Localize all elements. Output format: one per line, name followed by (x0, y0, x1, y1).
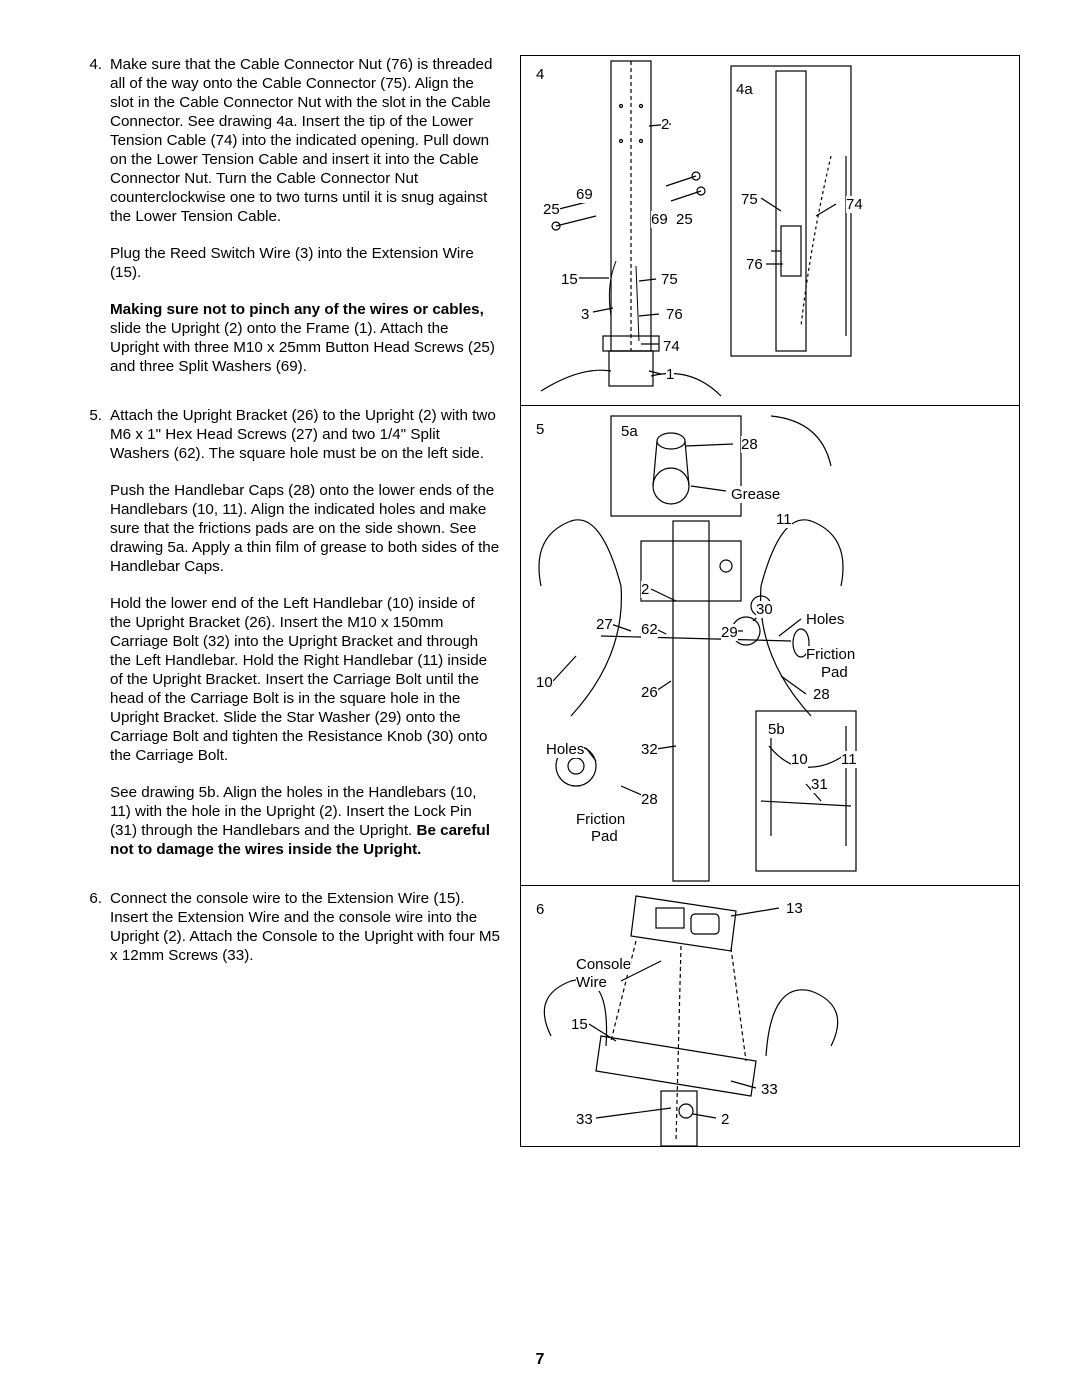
figure-callout-label: Pad (821, 664, 848, 681)
figure-callout-label: 11 (841, 751, 857, 768)
text-run: Connect the console wire to the Extensio… (110, 890, 500, 964)
figure-callout-label: 69 (651, 211, 668, 228)
figure-callout-label: 76 (746, 256, 763, 273)
figure-callout-label: Holes (806, 611, 844, 628)
figure-callout-label: 76 (666, 306, 683, 323)
figure-callout-label: Pad (591, 828, 618, 845)
text-run: Making sure not to pinch any of the wire… (110, 301, 484, 318)
instruction-step: 5.Attach the Upright Bracket (26) to the… (80, 406, 500, 859)
figure-callout-label: 28 (813, 686, 830, 703)
step-paragraph: Push the Handlebar Caps (28) onto the lo… (110, 481, 500, 576)
figure-callout-label: 32 (641, 741, 658, 758)
figure-callout-label: 5a (621, 423, 638, 440)
figure-callout-label: 3 (581, 306, 589, 323)
figure-callout-label: 26 (641, 684, 658, 701)
figure-callout-label: 28 (641, 791, 658, 808)
step-paragraph: Connect the console wire to the Extensio… (110, 889, 500, 965)
step-body: Connect the console wire to the Extensio… (110, 889, 500, 965)
text-run: Push the Handlebar Caps (28) onto the lo… (110, 482, 499, 575)
figure-callout-label: 27 (596, 616, 613, 633)
figure-callout-label: 11 (776, 511, 792, 528)
figure-panel-4: 4 4a 2 69 25 69 25 75 74 76 15 75 3 76 74 1 (521, 56, 1019, 406)
figure-callout-label: 15 (561, 271, 578, 288)
step-paragraph: See drawing 5b. Align the holes in the H… (110, 783, 500, 859)
figure-callout-label: 10 (791, 751, 808, 768)
text-run: Make sure that the Cable Connector Nut (… (110, 56, 492, 225)
instruction-step: 4.Make sure that the Cable Connector Nut… (80, 55, 500, 376)
figure-callout-label: 10 (536, 674, 553, 691)
step-paragraph: Attach the Upright Bracket (26) to the U… (110, 406, 500, 463)
figure-callout-label: Friction (576, 811, 625, 828)
figure-callout-label: 75 (741, 191, 758, 208)
figure-callout-label: 5b (768, 721, 785, 738)
figure-callout-label: 28 (741, 436, 758, 453)
figure-panel-5: 55a28Grease11227622930HolesFrictionPad10… (521, 406, 1019, 886)
text-run: Hold the lower end of the Left Handlebar… (110, 595, 487, 764)
figure-callout-label: Holes (546, 741, 584, 758)
figure-callout-label: Wire (576, 974, 607, 991)
figure-callout-label: 74 (846, 196, 863, 213)
text-run: Attach the Upright Bracket (26) to the U… (110, 407, 496, 462)
figure-callout-label: 29 (721, 624, 738, 641)
step-body: Make sure that the Cable Connector Nut (… (110, 55, 500, 376)
figure-callout-label: 33 (576, 1111, 593, 1128)
figure-callout-label: Grease (731, 486, 780, 503)
figure-callout-label: Console (576, 956, 631, 973)
figure-callout-label: 62 (641, 621, 658, 638)
figure-callout-label: 6 (536, 901, 544, 918)
figure-callout-label: 69 (576, 186, 593, 203)
figure-callout-label: 33 (761, 1081, 778, 1098)
figure-callout-label: 30 (756, 601, 773, 618)
figure-4-drawing (521, 56, 861, 406)
figure-callout-label: Friction (806, 646, 855, 663)
figure-panel-6: 6 13 ConsoleWire 15 33 33 2 (521, 886, 1019, 1146)
text-run: Plug the Reed Switch Wire (3) into the E… (110, 245, 474, 281)
figure-callout-label: 75 (661, 271, 678, 288)
instruction-column: 4.Make sure that the Cable Connector Nut… (80, 55, 500, 1147)
step-paragraph: Make sure that the Cable Connector Nut (… (110, 55, 500, 226)
figure-callout-label: 25 (543, 201, 560, 218)
step-body: Attach the Upright Bracket (26) to the U… (110, 406, 500, 859)
manual-page: 4.Make sure that the Cable Connector Nut… (0, 0, 1080, 1187)
figure-callout-label: 13 (786, 900, 803, 917)
instruction-step: 6.Connect the console wire to the Extens… (80, 889, 500, 965)
figure-callout-label: 2 (661, 116, 669, 133)
figure-callout-label: 4a (736, 81, 753, 98)
figure-callout-label: 31 (811, 776, 828, 793)
step-number: 5. (80, 406, 110, 859)
figure-callout-label: 1 (666, 366, 674, 383)
step-paragraph: Hold the lower end of the Left Handlebar… (110, 594, 500, 765)
figure-callout-label: 15 (571, 1016, 588, 1033)
figure-callout-label: 4 (536, 66, 544, 83)
step-number: 4. (80, 55, 110, 376)
figure-callout-label: 2 (721, 1111, 729, 1128)
text-run: slide the Upright (2) onto the Frame (1)… (110, 320, 495, 375)
figure-callout-label: 74 (663, 338, 680, 355)
figure-callout-label: 2 (641, 581, 649, 598)
step-number: 6. (80, 889, 110, 965)
figure-callout-label: 5 (536, 421, 544, 438)
figure-callout-label: 25 (676, 211, 693, 228)
page-number: 7 (0, 1351, 1080, 1369)
step-paragraph: Plug the Reed Switch Wire (3) into the E… (110, 244, 500, 282)
figure-column: 44a2692569257574761575376741 (520, 55, 1020, 1147)
step-paragraph: Making sure not to pinch any of the wire… (110, 300, 500, 376)
